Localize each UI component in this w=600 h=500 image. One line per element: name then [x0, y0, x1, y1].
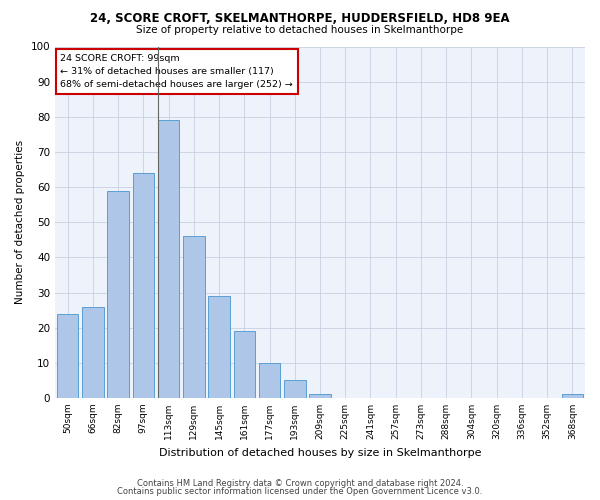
Bar: [233, 331, 255, 398]
Bar: [133, 173, 154, 398]
Bar: [259, 363, 280, 398]
Bar: [82, 306, 104, 398]
Text: Contains HM Land Registry data © Crown copyright and database right 2024.: Contains HM Land Registry data © Crown c…: [137, 478, 463, 488]
X-axis label: Distribution of detached houses by size in Skelmanthorpe: Distribution of detached houses by size …: [159, 448, 481, 458]
Text: 24, SCORE CROFT, SKELMANTHORPE, HUDDERSFIELD, HD8 9EA: 24, SCORE CROFT, SKELMANTHORPE, HUDDERSF…: [90, 12, 510, 26]
Text: 24 SCORE CROFT: 99sqm
← 31% of detached houses are smaller (117)
68% of semi-det: 24 SCORE CROFT: 99sqm ← 31% of detached …: [61, 54, 293, 89]
Bar: [309, 394, 331, 398]
Bar: [562, 394, 583, 398]
Bar: [284, 380, 305, 398]
Bar: [183, 236, 205, 398]
Y-axis label: Number of detached properties: Number of detached properties: [15, 140, 25, 304]
Bar: [57, 314, 79, 398]
Bar: [158, 120, 179, 398]
Text: Size of property relative to detached houses in Skelmanthorpe: Size of property relative to detached ho…: [136, 25, 464, 35]
Text: Contains public sector information licensed under the Open Government Licence v3: Contains public sector information licen…: [118, 487, 482, 496]
Bar: [107, 190, 129, 398]
Bar: [208, 296, 230, 398]
